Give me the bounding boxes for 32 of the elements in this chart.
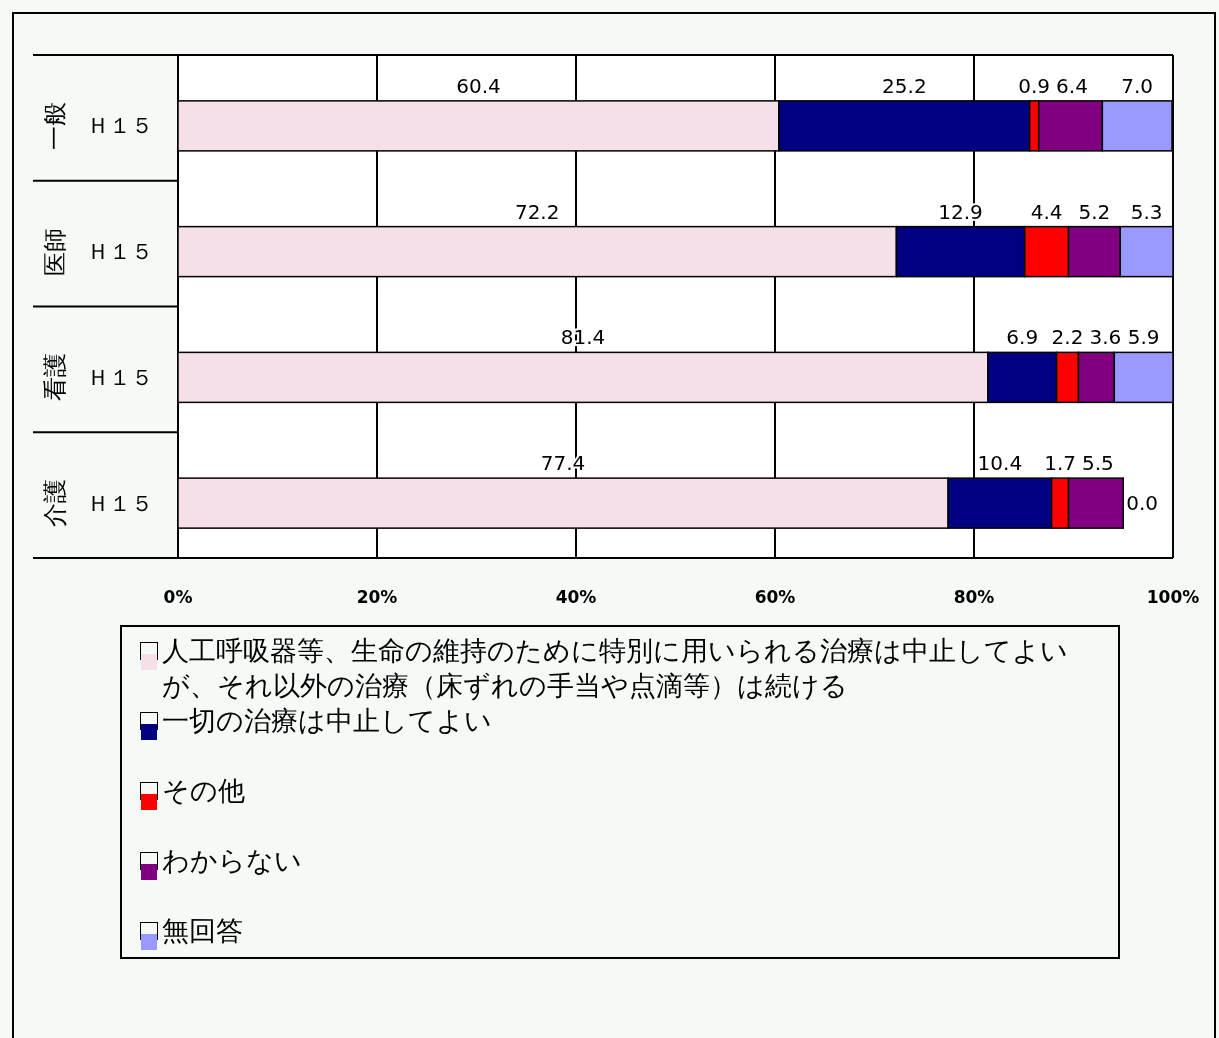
legend-label: わからない xyxy=(162,844,302,878)
x-tick-label: 80% xyxy=(953,587,995,607)
data-label: 72.2 xyxy=(514,199,560,224)
data-label: 5.2 xyxy=(1078,199,1111,224)
x-tick-label: 100% xyxy=(1146,587,1200,607)
data-label: 10.4 xyxy=(977,451,1023,476)
x-tick-label: 0% xyxy=(163,587,193,607)
legend-label: 一切の治療は中止してよい xyxy=(162,704,492,738)
data-label: 2.2 xyxy=(1051,325,1084,350)
data-label: 3.6 xyxy=(1089,325,1122,350)
data-label: 25.2 xyxy=(882,73,927,98)
legend-label: 無回答 xyxy=(162,914,243,948)
data-label: 5.3 xyxy=(1130,199,1163,224)
y-tick-label: 医師 Ｈ１５ xyxy=(41,227,153,276)
data-label: 6.9 xyxy=(1006,325,1039,350)
data-label: 0.9 xyxy=(1018,73,1051,98)
legend-label: その他 xyxy=(162,774,245,808)
data-label: 4.4 xyxy=(1030,199,1063,224)
x-tick-label: 40% xyxy=(555,587,597,607)
legend-label: 人工呼吸器等、生命の維持のために特別に用いられる治療は中止してよいが、それ以外の治療（床ずれの手当や点滴等）は続ける xyxy=(162,634,1069,703)
x-tick-label: 20% xyxy=(356,587,398,607)
data-label: 5.9 xyxy=(1127,325,1160,350)
data-label: 0.0 xyxy=(1126,491,1159,516)
data-label: 1.7 xyxy=(1044,451,1076,476)
data-label: 5.5 xyxy=(1081,451,1114,476)
y-tick-label: 介護 Ｈ１５ xyxy=(41,479,153,528)
x-tick-label: 60% xyxy=(754,587,796,607)
data-label: 6.4 xyxy=(1056,73,1088,98)
data-label: 7.0 xyxy=(1121,73,1154,98)
y-tick-label: 一般 Ｈ１５ xyxy=(41,101,153,150)
y-tick-label: 看護 Ｈ１５ xyxy=(41,353,153,402)
data-label: 60.4 xyxy=(456,73,501,98)
